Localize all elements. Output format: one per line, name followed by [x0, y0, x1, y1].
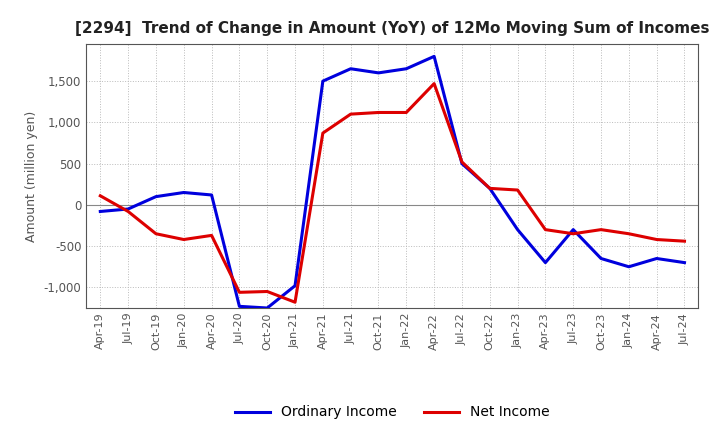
Net Income [374, 110, 383, 115]
Net Income [346, 111, 355, 117]
Ordinary Income [624, 264, 633, 269]
Ordinary Income [680, 260, 689, 265]
Net Income [152, 231, 161, 236]
Ordinary Income [458, 161, 467, 166]
Net Income [458, 159, 467, 165]
Ordinary Income [179, 190, 188, 195]
Ordinary Income [513, 227, 522, 232]
Title: [2294]  Trend of Change in Amount (YoY) of 12Mo Moving Sum of Incomes: [2294] Trend of Change in Amount (YoY) o… [75, 21, 710, 36]
Line: Ordinary Income: Ordinary Income [100, 56, 685, 308]
Net Income [402, 110, 410, 115]
Net Income [207, 233, 216, 238]
Net Income [513, 187, 522, 193]
Legend: Ordinary Income, Net Income: Ordinary Income, Net Income [230, 400, 555, 425]
Ordinary Income [430, 54, 438, 59]
Net Income [597, 227, 606, 232]
Net Income [96, 193, 104, 198]
Ordinary Income [346, 66, 355, 71]
Ordinary Income [541, 260, 550, 265]
Ordinary Income [207, 192, 216, 198]
Net Income [485, 186, 494, 191]
Net Income [318, 130, 327, 136]
Ordinary Income [318, 78, 327, 84]
Ordinary Income [485, 186, 494, 191]
Net Income [624, 231, 633, 236]
Y-axis label: Amount (million yen): Amount (million yen) [25, 110, 38, 242]
Ordinary Income [374, 70, 383, 76]
Ordinary Income [402, 66, 410, 71]
Net Income [235, 290, 243, 295]
Ordinary Income [124, 206, 132, 212]
Ordinary Income [263, 305, 271, 311]
Ordinary Income [597, 256, 606, 261]
Ordinary Income [291, 283, 300, 288]
Ordinary Income [235, 304, 243, 309]
Line: Net Income: Net Income [100, 84, 685, 302]
Net Income [179, 237, 188, 242]
Net Income [430, 81, 438, 86]
Ordinary Income [96, 209, 104, 214]
Ordinary Income [152, 194, 161, 199]
Net Income [680, 238, 689, 244]
Net Income [569, 231, 577, 236]
Net Income [263, 289, 271, 294]
Ordinary Income [652, 256, 661, 261]
Net Income [652, 237, 661, 242]
Ordinary Income [569, 227, 577, 232]
Net Income [291, 300, 300, 305]
Net Income [124, 209, 132, 214]
Net Income [541, 227, 550, 232]
